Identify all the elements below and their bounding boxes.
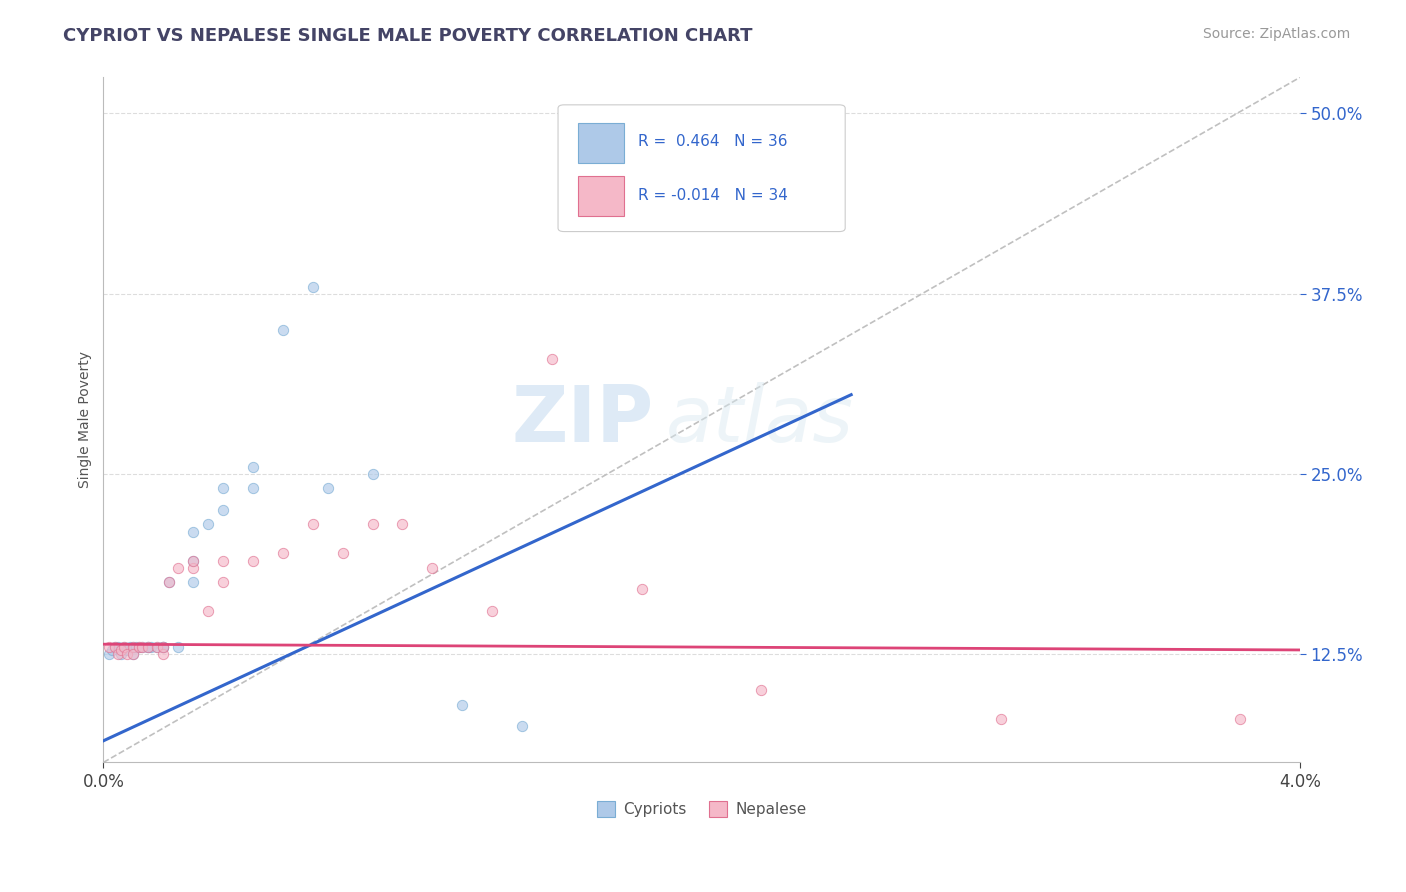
Point [98, 647, 121, 661]
Point [481, 604, 503, 618]
Point [751, 683, 773, 698]
Point [128, 640, 150, 654]
Point [391, 517, 413, 532]
Point [451, 698, 474, 712]
Point [167, 560, 190, 574]
Point [301, 517, 323, 532]
Point [110, 647, 132, 661]
Point [141, 640, 163, 654]
Point [112, 640, 135, 654]
Point [131, 640, 153, 654]
Point [422, 560, 444, 574]
Point [242, 553, 264, 567]
Legend: Cypriots, Nepalese: Cypriots, Nepalese [591, 795, 813, 823]
Point [152, 640, 174, 654]
Point [197, 604, 219, 618]
Point [181, 553, 204, 567]
Point [212, 503, 235, 517]
Point [181, 524, 204, 539]
Point [107, 647, 129, 661]
Point [117, 643, 139, 657]
Point [181, 553, 204, 567]
Y-axis label: Single Male Poverty: Single Male Poverty [79, 351, 93, 489]
Point [167, 640, 190, 654]
Point [361, 517, 384, 532]
Point [122, 640, 145, 654]
Point [301, 279, 323, 293]
Point [332, 546, 354, 560]
Point [197, 517, 219, 532]
Text: R = -0.014   N = 34: R = -0.014 N = 34 [638, 188, 789, 203]
Point [136, 640, 159, 654]
Text: CYPRIOT VS NEPALESE SINGLE MALE POVERTY CORRELATION CHART: CYPRIOT VS NEPALESE SINGLE MALE POVERTY … [63, 27, 752, 45]
Point [104, 640, 127, 654]
Point [361, 467, 384, 481]
Point [122, 640, 145, 654]
Point [990, 712, 1012, 726]
Point [541, 351, 564, 366]
Point [152, 647, 174, 661]
Text: ZIP: ZIP [512, 382, 654, 458]
Point [120, 640, 142, 654]
Point [128, 640, 150, 654]
Point [152, 640, 174, 654]
Point [271, 323, 294, 337]
Point [316, 482, 339, 496]
Point [510, 719, 533, 733]
Point [136, 640, 159, 654]
Point [146, 640, 169, 654]
FancyBboxPatch shape [558, 105, 845, 232]
Point [101, 643, 124, 657]
Text: atlas: atlas [665, 382, 853, 458]
Point [152, 640, 174, 654]
Point [110, 643, 132, 657]
Point [157, 575, 180, 590]
Point [112, 640, 135, 654]
Bar [578, 123, 624, 163]
Point [157, 575, 180, 590]
Point [136, 640, 159, 654]
Text: R =  0.464   N = 36: R = 0.464 N = 36 [638, 134, 787, 149]
Point [122, 647, 145, 661]
Point [212, 575, 235, 590]
Point [98, 640, 121, 654]
Point [181, 560, 204, 574]
Point [630, 582, 652, 597]
Point [107, 640, 129, 654]
Point [1229, 712, 1251, 726]
Point [125, 640, 148, 654]
Point [181, 575, 204, 590]
Bar [578, 176, 624, 216]
Text: Source: ZipAtlas.com: Source: ZipAtlas.com [1202, 27, 1350, 41]
Point [122, 647, 145, 661]
Point [117, 647, 139, 661]
Point [146, 640, 169, 654]
Point [242, 459, 264, 474]
Point [152, 640, 174, 654]
Point [271, 546, 294, 560]
Point [212, 482, 235, 496]
Point [212, 553, 235, 567]
Point [242, 482, 264, 496]
Point [104, 640, 127, 654]
Point [131, 640, 153, 654]
